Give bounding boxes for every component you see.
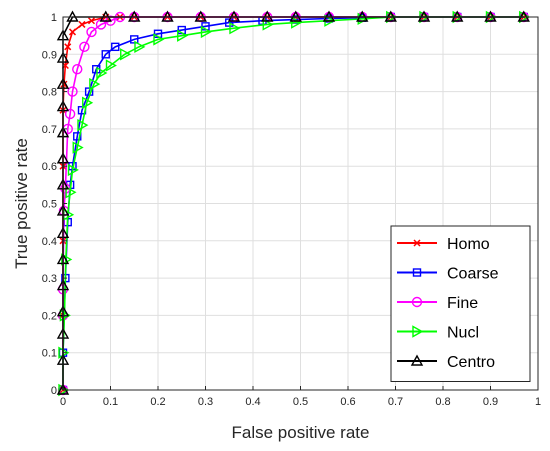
data-point-nucl bbox=[72, 141, 84, 154]
data-point-fine bbox=[64, 108, 76, 120]
legend-marker bbox=[410, 354, 424, 366]
data-point-nucl bbox=[82, 96, 94, 109]
legend-label: Nucl bbox=[447, 325, 479, 342]
data-point-nucl bbox=[105, 59, 117, 72]
x-tick-label: 0.5 bbox=[293, 396, 308, 408]
data-point-nucl bbox=[153, 33, 165, 46]
data-point-homo bbox=[78, 20, 86, 28]
y-tick-label: 0 bbox=[51, 385, 57, 397]
y-tick-labels: 0 0.1 0.2 0.3 0.4 0.5 0.6 0.7 0.8 0.9 1 bbox=[42, 12, 67, 397]
y-tick-label: 0.9 bbox=[42, 49, 57, 61]
y-tick-label: 0.4 bbox=[42, 236, 57, 248]
legend-item-homo: Homo bbox=[397, 236, 490, 253]
x-tick-label: 0.8 bbox=[435, 396, 450, 408]
y-tick-label: 0.8 bbox=[42, 87, 57, 99]
data-point-nucl bbox=[65, 186, 77, 199]
y-tick-label: 0.6 bbox=[42, 161, 57, 173]
legend-marker bbox=[413, 239, 421, 247]
data-point-fine bbox=[79, 41, 90, 53]
x-tick-label: 0.6 bbox=[340, 396, 355, 408]
x-tick-label: 0.3 bbox=[198, 396, 213, 408]
legend-label: Coarse bbox=[447, 266, 499, 283]
data-point-nucl bbox=[120, 48, 132, 61]
x-tick-label: 0.1 bbox=[103, 396, 118, 408]
legend-label: Homo bbox=[447, 236, 490, 253]
x-tick-label: 0.2 bbox=[150, 396, 165, 408]
data-point-coarse bbox=[73, 132, 82, 141]
data-point-homo bbox=[87, 17, 96, 25]
x-tick-label: 0.7 bbox=[388, 396, 403, 408]
legend-marker bbox=[411, 296, 423, 308]
data-point-nucl bbox=[291, 16, 303, 29]
data-point-homo bbox=[64, 43, 72, 51]
x-tick-label: 0.9 bbox=[483, 396, 498, 408]
legend: Homo Coarse Fine Nucl Centro bbox=[390, 225, 531, 382]
x-axis-label: False positive rate bbox=[232, 423, 370, 442]
y-tick-label: 0.3 bbox=[42, 273, 57, 285]
data-point-homo bbox=[68, 28, 77, 36]
legend-label: Centro bbox=[447, 354, 495, 371]
data-point-fine bbox=[72, 64, 83, 75]
data-point-nucl bbox=[200, 25, 212, 39]
data-point-nucl bbox=[67, 163, 79, 177]
data-point-nucl bbox=[229, 22, 241, 35]
y-tick-label: 0.5 bbox=[42, 199, 57, 211]
legend-item-coarse: Coarse bbox=[397, 266, 499, 283]
x-tick-labels: 0 0.1 0.2 0.3 0.4 0.5 0.6 0.7 0.8 0.9 1 bbox=[60, 386, 541, 408]
x-tick-label: 0 bbox=[60, 396, 66, 408]
y-tick-label: 0.2 bbox=[42, 310, 57, 322]
legend-marker bbox=[412, 325, 424, 338]
y-tick-label: 1 bbox=[51, 12, 57, 24]
legend-box bbox=[390, 225, 531, 382]
data-point-nucl bbox=[134, 40, 146, 54]
legend-item-nucl: Nucl bbox=[397, 325, 479, 342]
legend-item-fine: Fine bbox=[397, 295, 478, 312]
legend-marker bbox=[412, 268, 422, 277]
data-point-nucl bbox=[177, 29, 189, 42]
data-point-fine bbox=[86, 26, 97, 38]
data-point-nucl bbox=[89, 77, 101, 91]
y-tick-label: 0.1 bbox=[42, 348, 57, 360]
data-point-nucl bbox=[262, 18, 274, 31]
data-point-fine bbox=[67, 86, 78, 97]
y-tick-label: 0.7 bbox=[42, 124, 57, 136]
x-tick-label: 1 bbox=[535, 396, 541, 408]
data-point-coarse bbox=[130, 35, 139, 44]
data-point-nucl bbox=[61, 253, 73, 266]
series-line-nucl bbox=[62, 16, 524, 390]
data-point-coarse bbox=[111, 42, 120, 52]
legend-label: Fine bbox=[447, 295, 478, 312]
data-point-nucl bbox=[96, 66, 108, 80]
data-point-nucl bbox=[77, 118, 89, 132]
legend-item-centro: Centro bbox=[397, 354, 495, 371]
x-tick-label: 0.4 bbox=[245, 396, 260, 408]
data-point-coarse bbox=[101, 50, 110, 59]
y-axis-label: True positive rate bbox=[12, 138, 31, 269]
